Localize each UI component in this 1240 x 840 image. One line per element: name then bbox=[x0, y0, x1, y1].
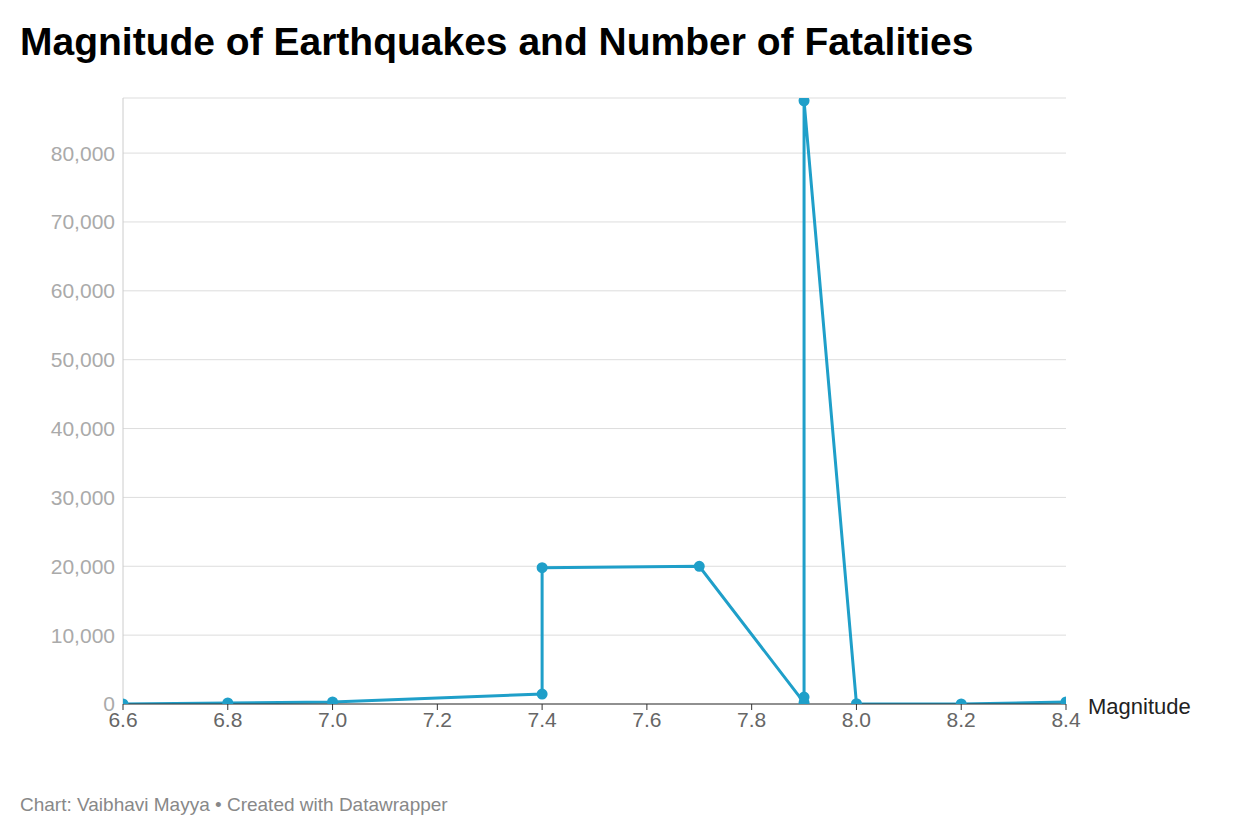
svg-text:6.6: 6.6 bbox=[108, 707, 138, 731]
svg-text:30,000: 30,000 bbox=[51, 486, 115, 509]
svg-text:7.4: 7.4 bbox=[528, 708, 558, 731]
svg-text:50,000: 50,000 bbox=[51, 348, 115, 371]
svg-text:80,000: 80,000 bbox=[51, 142, 115, 165]
svg-text:7.2: 7.2 bbox=[423, 708, 452, 731]
html-text:Magnitude of Earthquakes and N: Magnitude of Earthquakes and Number of F… bbox=[20, 20, 974, 63]
svg-text:8.2: 8.2 bbox=[947, 708, 976, 731]
svg-text:8.4: 8.4 bbox=[1051, 708, 1081, 731]
svg-text:60,000: 60,000 bbox=[51, 279, 115, 302]
svg-text:20,000: 20,000 bbox=[51, 555, 115, 578]
svg-text:0: 0 bbox=[103, 692, 115, 715]
svg-text:7.8: 7.8 bbox=[737, 708, 766, 731]
svg-text:70,000: 70,000 bbox=[51, 210, 115, 233]
svg-text:6.8: 6.8 bbox=[213, 708, 242, 731]
svg-text:8.0: 8.0 bbox=[842, 708, 871, 731]
html-text:Chart: Vaibhavi Mayya • Create: Chart: Vaibhavi Mayya • Created with Dat… bbox=[20, 794, 448, 815]
svg-text:7.6: 7.6 bbox=[632, 708, 661, 731]
html-text:Magnitude: Magnitude bbox=[1088, 694, 1191, 719]
svg-text:40,000: 40,000 bbox=[51, 417, 115, 440]
svg-text:7.0: 7.0 bbox=[318, 708, 347, 731]
svg-text:10,000: 10,000 bbox=[51, 624, 115, 647]
